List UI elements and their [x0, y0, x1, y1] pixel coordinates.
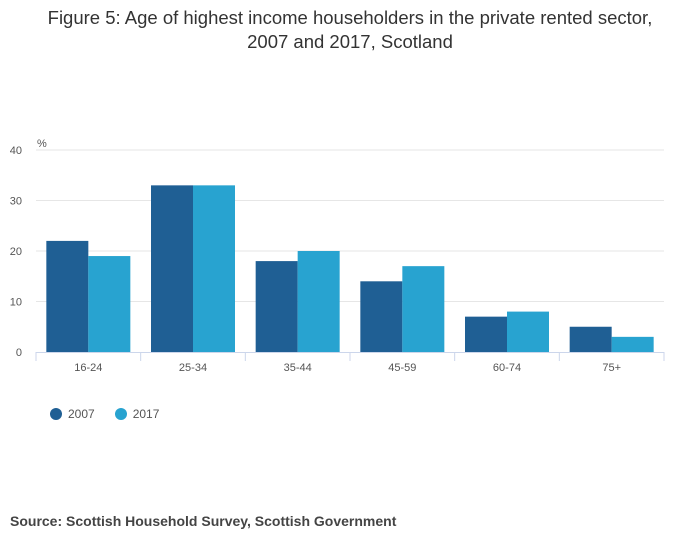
bar-2007-45-59[interactable] — [360, 281, 403, 352]
legend-item-2007[interactable]: 2007 — [50, 407, 95, 421]
bar-2007-16-24[interactable] — [46, 240, 89, 352]
source-note: Source: Scottish Household Survey, Scott… — [10, 513, 397, 529]
y-tick-label: 40 — [10, 145, 22, 157]
x-axis: 16-24 25-34 35-44 45-59 60-74 75+ — [35, 352, 665, 374]
bar-2017-16-24[interactable] — [88, 256, 131, 352]
x-tick-label: 60-74 — [493, 362, 521, 374]
bar-2017-35-44[interactable] — [297, 251, 340, 352]
legend-label-2007: 2007 — [68, 407, 95, 421]
x-tick-label: 45-59 — [388, 362, 416, 374]
y-axis-label: % — [37, 138, 47, 150]
bar-chart: 0 10 20 30 40 16-24 25-34 35-44 45-59 60-74 75+ % — [10, 138, 665, 374]
bar-2017-60-74[interactable] — [507, 311, 549, 352]
bar-2007-75+[interactable] — [569, 326, 612, 352]
y-tick-label: 30 — [10, 196, 22, 208]
bar-2017-75+[interactable] — [611, 336, 654, 352]
legend[interactable]: 2007 2017 — [50, 407, 159, 421]
bar-2007-60-74[interactable] — [465, 316, 507, 352]
legend-swatch-2017 — [114, 408, 127, 420]
chart-title-line-1: Figure 5: Age of highest income househol… — [47, 7, 653, 28]
x-tick-label: 35-44 — [284, 362, 312, 374]
y-tick-label: 10 — [10, 297, 22, 309]
legend-label-2017: 2017 — [132, 407, 160, 421]
grid — [36, 149, 664, 302]
bar-2017-25-34[interactable] — [193, 185, 235, 352]
bar-2017-45-59[interactable] — [402, 266, 445, 352]
chart-title-line-2: 2007 and 2017, Scotland — [247, 31, 453, 52]
y-axis: 0 10 20 30 40 — [10, 145, 22, 359]
bar-2007-25-34[interactable] — [151, 185, 193, 352]
y-tick-label: 20 — [10, 246, 22, 258]
x-tick-label: 16-24 — [74, 362, 102, 374]
bar-2007-35-44[interactable] — [255, 261, 298, 352]
y-tick-label: 0 — [16, 347, 22, 359]
legend-swatch-2007 — [50, 408, 62, 420]
legend-item-2017[interactable]: 2017 — [114, 407, 160, 421]
x-tick-label: 75+ — [602, 362, 621, 374]
chart-title: Figure 5: Age of highest income househol… — [0, 6, 700, 54]
x-tick-label: 25-34 — [179, 362, 207, 374]
bars — [46, 185, 654, 352]
